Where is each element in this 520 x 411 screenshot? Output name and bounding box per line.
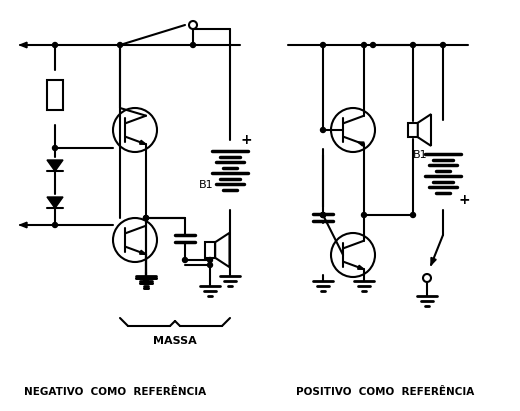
- Circle shape: [320, 212, 326, 217]
- Text: B1: B1: [199, 180, 214, 190]
- Bar: [47, 80, 63, 110]
- Polygon shape: [358, 142, 364, 146]
- Polygon shape: [418, 114, 431, 146]
- Polygon shape: [20, 222, 27, 228]
- Circle shape: [118, 42, 123, 48]
- Circle shape: [53, 145, 58, 150]
- Circle shape: [423, 274, 431, 282]
- Circle shape: [207, 263, 213, 268]
- Polygon shape: [47, 160, 63, 171]
- Text: POSITIVO  COMO  REFERÊNCIA: POSITIVO COMO REFERÊNCIA: [296, 387, 474, 397]
- Bar: [205, 242, 215, 258]
- Circle shape: [144, 215, 149, 220]
- Circle shape: [53, 42, 58, 48]
- Polygon shape: [140, 140, 146, 144]
- Circle shape: [144, 215, 149, 220]
- Polygon shape: [140, 250, 146, 254]
- Circle shape: [410, 42, 415, 48]
- Text: +: +: [459, 193, 471, 207]
- Circle shape: [320, 212, 326, 217]
- Circle shape: [207, 258, 213, 263]
- Polygon shape: [358, 265, 364, 269]
- Bar: [408, 123, 418, 137]
- Circle shape: [144, 277, 149, 282]
- Circle shape: [189, 21, 197, 29]
- Text: MASSA: MASSA: [153, 336, 197, 346]
- Polygon shape: [47, 197, 63, 208]
- Circle shape: [320, 42, 326, 48]
- Circle shape: [440, 42, 446, 48]
- Circle shape: [361, 212, 367, 217]
- Circle shape: [53, 222, 58, 228]
- Circle shape: [183, 258, 188, 263]
- Circle shape: [370, 42, 375, 48]
- Circle shape: [361, 42, 367, 48]
- Text: +: +: [240, 133, 252, 147]
- Circle shape: [410, 212, 415, 217]
- Text: B1: B1: [412, 150, 427, 160]
- Polygon shape: [431, 257, 436, 265]
- Circle shape: [320, 127, 326, 132]
- Polygon shape: [20, 42, 27, 48]
- Text: NEGATIVO  COMO  REFERÊNCIA: NEGATIVO COMO REFERÊNCIA: [24, 387, 206, 397]
- Polygon shape: [215, 233, 229, 267]
- Circle shape: [190, 42, 196, 48]
